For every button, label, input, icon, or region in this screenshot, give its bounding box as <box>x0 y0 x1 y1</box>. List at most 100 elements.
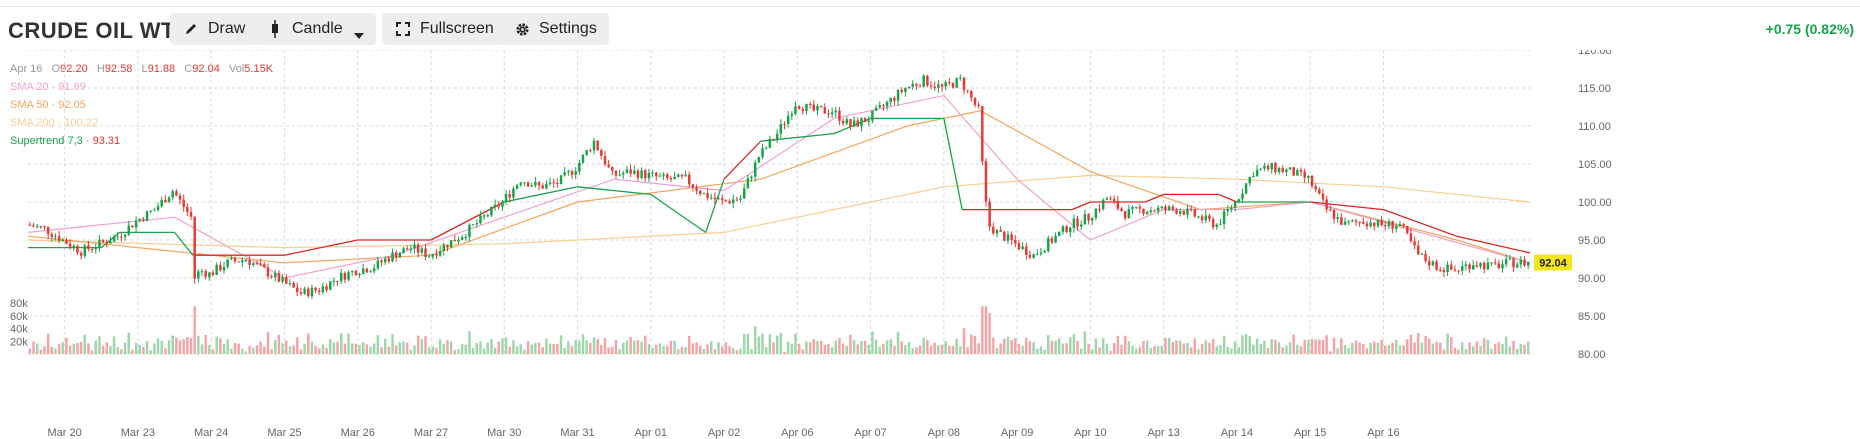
legend-sma50[interactable]: SMA 50 · 92.05 <box>10 99 86 111</box>
volume-bar <box>1475 341 1479 354</box>
candle-body <box>208 272 211 278</box>
price-chart[interactable]: 80.00 85.00 90.00 95.00 100.00 105.00 110.00 11… <box>0 50 1860 439</box>
candle-body <box>1508 258 1512 260</box>
volume-bar <box>1061 343 1065 354</box>
volume-bar <box>1072 333 1076 354</box>
volume-bar <box>567 341 570 354</box>
volume-bar <box>1127 341 1131 354</box>
volume-bar <box>189 337 193 354</box>
candle-body <box>735 199 739 201</box>
volume-bar <box>325 347 328 354</box>
candle-type-dropdown[interactable]: Candle <box>254 13 376 45</box>
candle-body <box>706 193 709 199</box>
time-tick-label: Mar 20 <box>48 427 82 439</box>
settings-button[interactable]: Settings <box>501 13 609 45</box>
volume-bar <box>724 342 728 354</box>
sma200-line <box>27 174 1531 249</box>
volume-bar <box>1351 342 1354 354</box>
candle-body <box>955 78 958 88</box>
chart-legend: Apr 16 O92.20 H92.58 L91.88 C92.04 Vol5.… <box>10 60 273 150</box>
close-value: 92.04 <box>192 63 220 75</box>
volume-bar <box>1395 339 1398 354</box>
candle-body <box>237 261 240 263</box>
candle-body <box>805 103 808 112</box>
candle-body <box>878 105 881 108</box>
candle-body <box>28 224 32 226</box>
volume-bar <box>534 342 537 354</box>
candle-body <box>720 198 724 201</box>
volume-bar <box>1318 339 1321 354</box>
volume-bar <box>138 344 141 354</box>
legend-supertrend[interactable]: Supertrend 7,3 · 93.31 <box>10 135 121 147</box>
candle-body <box>226 259 229 268</box>
volume-value: 5.15K <box>244 63 274 75</box>
volume-bar <box>984 306 988 354</box>
candle-body <box>134 220 138 228</box>
candle-body <box>57 236 61 241</box>
volume-bar <box>402 341 405 354</box>
candle-body <box>189 211 193 217</box>
candle-body <box>827 113 830 115</box>
candle-body <box>1120 208 1123 212</box>
volume-bar <box>929 345 933 354</box>
candle-body <box>325 286 328 290</box>
candle-body <box>387 258 391 262</box>
volume-bar <box>655 344 658 354</box>
volume-bar <box>1112 343 1116 354</box>
volume-bar <box>1142 340 1145 354</box>
volume-bar <box>164 348 167 354</box>
volume-bar <box>46 333 50 354</box>
candle-body <box>585 150 588 155</box>
volume-bar <box>336 341 339 354</box>
candle-body <box>1244 183 1248 194</box>
candle-body <box>1028 254 1032 258</box>
volume-bar <box>753 326 757 354</box>
fullscreen-button[interactable]: Fullscreen <box>382 13 506 45</box>
candle-body <box>775 133 779 140</box>
volume-bar <box>413 345 416 354</box>
candle-body <box>1175 209 1178 214</box>
volume-bar <box>526 341 530 354</box>
candle-body <box>860 118 863 127</box>
candle-body <box>233 258 237 262</box>
candle-body <box>812 104 816 111</box>
candle-body <box>702 193 706 195</box>
candle-body <box>1116 200 1120 209</box>
volume-bar <box>211 349 215 354</box>
candle-body <box>574 171 577 175</box>
candle-body <box>951 82 955 88</box>
volume-bar <box>1512 340 1515 354</box>
candle-body <box>911 84 914 87</box>
draw-button[interactable]: Draw <box>170 13 258 45</box>
candle-body <box>1230 207 1233 210</box>
volume-bar <box>1123 335 1127 354</box>
candle-body <box>669 177 673 180</box>
candle-body <box>1497 263 1501 269</box>
volume-bar <box>288 346 292 354</box>
candle-body <box>1526 262 1530 266</box>
candle-body <box>1523 259 1526 266</box>
volume-bar <box>585 340 588 354</box>
volume-bar <box>101 345 105 354</box>
candle-body <box>1373 222 1376 227</box>
candle-body <box>420 248 424 253</box>
time-tick-label: Apr 09 <box>1001 427 1033 439</box>
candle-body <box>757 157 761 163</box>
candle-body <box>204 271 207 278</box>
candle-body <box>274 273 277 278</box>
candle-body <box>684 174 687 177</box>
volume-bar <box>1094 338 1098 354</box>
volume-bar <box>420 339 424 354</box>
candle-body <box>882 105 885 107</box>
candle-body <box>435 254 438 256</box>
candle-body <box>1365 223 1369 227</box>
candle-body <box>1072 218 1076 228</box>
volume-bar <box>537 342 541 354</box>
candle-body <box>1409 233 1413 242</box>
candle-body <box>1413 241 1416 246</box>
fullscreen-button-label: Fullscreen <box>420 20 494 37</box>
candle-body <box>83 245 87 256</box>
candle-body <box>1211 219 1215 228</box>
volume-bar <box>112 336 116 354</box>
legend-sma20[interactable]: SMA 20 · 91.69 <box>10 81 86 93</box>
